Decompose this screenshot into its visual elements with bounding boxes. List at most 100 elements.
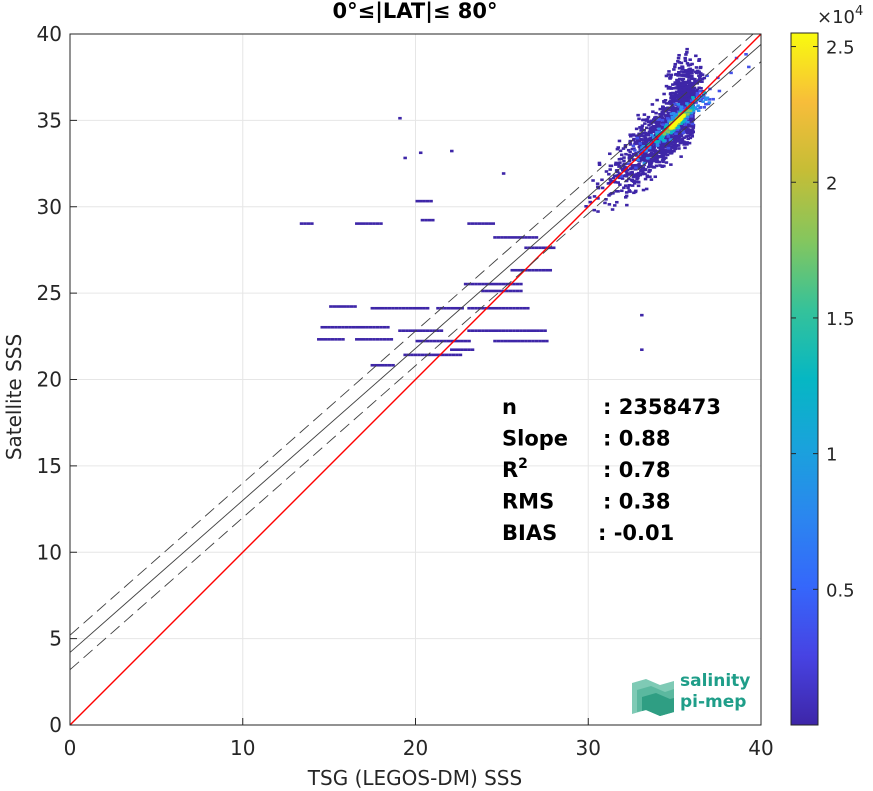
density-cell <box>384 363 388 367</box>
density-cell <box>627 177 631 181</box>
density-cell <box>676 56 681 60</box>
density-cell <box>647 137 652 141</box>
density-cell <box>685 117 689 120</box>
density-cell <box>654 164 659 168</box>
density-cell <box>685 109 690 112</box>
density-cell <box>655 122 659 126</box>
density-cell <box>609 164 614 168</box>
density-cell <box>681 130 685 133</box>
density-cell <box>543 329 547 333</box>
x-tick-label: 30 <box>576 736 601 760</box>
density-cell <box>662 150 667 154</box>
density-cell <box>667 102 672 105</box>
density-cell <box>403 353 407 357</box>
density-cell <box>625 203 629 207</box>
density-cell <box>670 115 675 119</box>
density-cell <box>436 306 440 310</box>
density-cell <box>631 175 636 179</box>
density-cell <box>616 162 621 166</box>
density-cell <box>633 142 637 146</box>
density-cell <box>436 329 440 333</box>
density-cell <box>684 97 688 100</box>
density-cell <box>661 105 665 109</box>
density-cell <box>379 222 383 225</box>
density-cell <box>517 268 521 272</box>
density-cell <box>685 51 689 54</box>
density-cell <box>631 152 636 156</box>
density-cell <box>664 74 669 78</box>
density-cell <box>647 170 651 174</box>
density-cell <box>631 134 635 137</box>
density-cell <box>463 348 468 352</box>
density-cell <box>630 179 635 183</box>
density-cell <box>455 353 459 357</box>
density-cell <box>679 105 684 109</box>
density-cell <box>646 115 651 119</box>
density-cell <box>507 339 511 343</box>
density-cell <box>422 199 426 203</box>
density-cell <box>666 140 671 143</box>
density-cell <box>394 306 399 310</box>
density-cell <box>616 173 620 177</box>
density-cell <box>682 143 686 146</box>
stat-label-text: Slope <box>502 427 568 451</box>
density-cell <box>655 142 660 145</box>
stat-label-sup: 2 <box>518 456 528 472</box>
y-axis: 0 5 10 15 20 25 30 35 40 <box>37 22 77 737</box>
density-cell <box>628 133 632 137</box>
density-cell <box>365 222 369 225</box>
density-cell <box>679 61 684 65</box>
density-cell <box>679 73 683 76</box>
density-cell <box>660 116 665 119</box>
density-cell <box>680 65 684 68</box>
density-cell <box>688 109 693 113</box>
density-cell <box>513 339 518 343</box>
density-cell <box>519 306 523 310</box>
density-cell <box>372 222 376 225</box>
density-cell <box>648 175 652 179</box>
y-tick-label: 25 <box>37 281 62 305</box>
density-cell <box>695 89 699 93</box>
density-cell <box>682 136 686 140</box>
density-cell <box>685 143 689 146</box>
density-cell <box>493 236 497 239</box>
density-cell <box>634 154 639 157</box>
x-tick-label: 40 <box>748 736 773 760</box>
density-cell <box>702 90 706 94</box>
density-cell <box>519 329 523 333</box>
colorbar-exponent-base: ×10 <box>817 7 855 28</box>
density-cell <box>645 174 650 178</box>
density-cell <box>584 205 588 208</box>
stat-label-text: n <box>502 395 517 419</box>
density-cell <box>522 329 527 333</box>
density-cell <box>665 153 670 157</box>
stat-value: : 2358473 <box>603 395 721 419</box>
density-cell <box>337 338 342 341</box>
density-cell <box>658 164 662 167</box>
density-cell <box>657 127 661 131</box>
density-cell <box>513 268 518 272</box>
density-cell <box>538 246 542 250</box>
density-cell <box>320 338 324 341</box>
density-cell <box>694 66 699 69</box>
density-cell <box>327 325 331 329</box>
density-cell <box>527 339 532 343</box>
density-cell <box>415 339 419 343</box>
density-cell <box>529 329 534 333</box>
density-cell <box>623 144 628 147</box>
density-cell <box>415 306 419 310</box>
density-cell <box>639 126 643 129</box>
density-cell <box>609 179 613 183</box>
density-cell <box>672 106 677 110</box>
density-cell <box>675 96 679 99</box>
density-cell <box>375 338 380 341</box>
density-cell <box>615 147 620 151</box>
density-cell <box>379 325 383 329</box>
density-cell <box>541 339 546 343</box>
density-cell <box>681 66 685 70</box>
density-cell <box>678 141 683 145</box>
density-cell <box>398 306 402 310</box>
density-cell <box>596 210 600 213</box>
density-cell <box>669 163 673 166</box>
